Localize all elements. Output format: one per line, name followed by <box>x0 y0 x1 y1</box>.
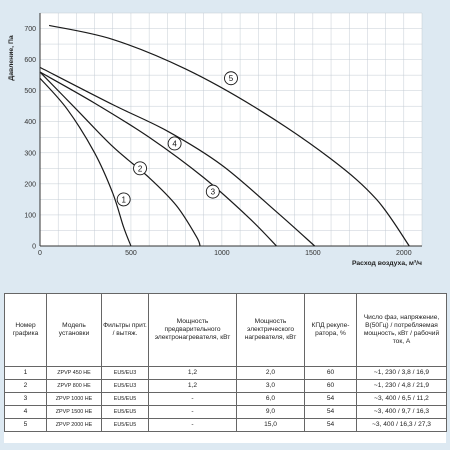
cell-filters: EU5/EU5 <box>101 418 149 432</box>
header-recuperator-efficiency: КПД рекупе-ратора, % <box>304 293 357 367</box>
series-line-4 <box>39 66 316 247</box>
cell-model: ZPVP 2000 HE <box>46 418 102 432</box>
y-tick-label: 100 <box>24 212 36 219</box>
cell-model: ZPVP 450 HE <box>46 366 102 380</box>
series-label-1: 1 <box>121 195 126 204</box>
table-row: 3 ZPVP 1000 HE EU5/EU5 - 6,0 54 ~3, 400 … <box>4 392 447 406</box>
y-tick-label: 600 <box>24 57 36 64</box>
series-marker-4 <box>167 136 182 151</box>
cell-preheater: - <box>148 418 237 432</box>
cell-model: ZPVP 1500 HE <box>46 405 102 419</box>
series-line-3 <box>39 71 277 247</box>
cell-efficiency: 60 <box>304 366 357 380</box>
table-header-row: Номер графика Модель установки Фильтры п… <box>4 293 447 367</box>
header-preheater-power: Мощность предварительного электронагрева… <box>148 293 237 367</box>
cell-electrical: ~3, 400 / 6,5 / 11,2 <box>356 392 447 406</box>
label-layer: 1 2 3 4 5 <box>116 71 238 207</box>
cell-filters: EU5/EU3 <box>101 379 149 393</box>
table-row: 1 ZPVP 450 HE EU5/EU3 1,2 2,0 60 ~1, 230… <box>4 366 447 380</box>
cell-filters: EU5/EU5 <box>101 392 149 406</box>
x-tick-label: 1500 <box>305 250 321 257</box>
cell-preheater: - <box>148 405 237 419</box>
chart-svg: 0 500 1000 1500 2000 0 100 200 300 400 500 600 700 1… <box>8 12 423 267</box>
cell-heater: 9,0 <box>236 405 305 419</box>
cell-efficiency: 54 <box>304 418 357 432</box>
x-tick-label: 500 <box>125 250 137 257</box>
series-line-2 <box>39 71 201 247</box>
header-heater-power: Мощность электрического нагревателя, кВт <box>236 293 305 367</box>
grid-layer <box>39 12 423 247</box>
y-tick-label: 0 <box>32 244 36 251</box>
plot-area <box>40 13 422 246</box>
series-line-1 <box>39 77 132 247</box>
cell-model: ZPVP 800 HE <box>46 379 102 393</box>
cell-heater: 15,0 <box>236 418 305 432</box>
cell-efficiency: 60 <box>304 379 357 393</box>
x-tick-label: 1000 <box>214 250 230 257</box>
performance-chart: 0 500 1000 1500 2000 0 100 200 300 400 500 600 700 1… <box>8 12 423 267</box>
x-tick-label: 0 <box>38 250 42 257</box>
y-tick-label: 700 <box>24 26 36 33</box>
cell-number: 5 <box>4 418 47 432</box>
cell-efficiency: 54 <box>304 392 357 406</box>
header-electrical: Число фаз, напряжение, В(50Гц) / потребл… <box>356 293 447 367</box>
series-marker-2 <box>133 161 147 176</box>
y-tick-label: 200 <box>24 181 36 188</box>
series-label-5: 5 <box>229 74 234 83</box>
cell-heater: 2,0 <box>236 366 305 380</box>
series-line-5 <box>48 24 410 247</box>
cell-preheater: 1,2 <box>148 379 237 393</box>
series-label-3: 3 <box>211 188 216 197</box>
cell-number: 2 <box>4 379 47 393</box>
table-row: 4 ZPVP 1500 HE EU5/EU5 - 9,0 54 ~3, 400 … <box>4 405 447 419</box>
x-tick-label: 2000 <box>396 250 412 257</box>
cell-preheater: 1,2 <box>148 366 237 380</box>
cell-heater: 3,0 <box>236 379 305 393</box>
series-label-4: 4 <box>172 139 177 148</box>
table-row: 2 ZPVP 800 HE EU5/EU3 1,2 3,0 60 ~1, 230… <box>4 379 447 393</box>
cell-efficiency: 54 <box>304 405 357 419</box>
cell-number: 1 <box>4 366 47 380</box>
y-tick-label: 400 <box>24 119 36 126</box>
cell-electrical: ~1, 230 / 3,8 / 16,9 <box>356 366 447 380</box>
series-marker-1 <box>116 192 131 207</box>
table-row: 5 ZPVP 2000 HE EU5/EU5 - 15,0 54 ~3, 400… <box>4 418 447 432</box>
header-number: Номер графика <box>4 293 47 367</box>
series-label-2: 2 <box>138 164 143 173</box>
cell-filters: EU5/EU5 <box>101 405 149 419</box>
cell-filters: EU5/EU3 <box>101 366 149 380</box>
cell-preheater: - <box>148 392 237 406</box>
curve-layer <box>39 24 410 247</box>
y-tick-label: 500 <box>24 88 36 95</box>
axis-layer: 0 500 1000 1500 2000 0 100 200 300 400 500 600 700 <box>24 13 422 257</box>
series-marker-3 <box>205 184 220 199</box>
x-axis-title: Расход воздуха, м³/ч <box>352 260 422 267</box>
specs-table: Номер графика Модель установки Фильтры п… <box>4 293 447 432</box>
specs-table-container: Номер графика Модель установки Фильтры п… <box>4 293 447 443</box>
cell-number: 3 <box>4 392 47 406</box>
series-marker-5 <box>224 71 238 86</box>
cell-electrical: ~3, 400 / 16,3 / 27,3 <box>356 418 447 432</box>
cell-heater: 6,0 <box>236 392 305 406</box>
header-filters: Фильтры прит. / вытяж. <box>101 293 149 367</box>
cell-electrical: ~3, 400 / 9,7 / 16,3 <box>356 405 447 419</box>
cell-number: 4 <box>4 405 47 419</box>
y-tick-label: 300 <box>24 150 36 157</box>
cell-electrical: ~1, 230 / 4,8 / 21,9 <box>356 379 447 393</box>
y-axis-title: Давление, Па <box>8 35 15 80</box>
cell-model: ZPVP 1000 HE <box>46 392 102 406</box>
header-model: Модель установки <box>46 293 102 367</box>
